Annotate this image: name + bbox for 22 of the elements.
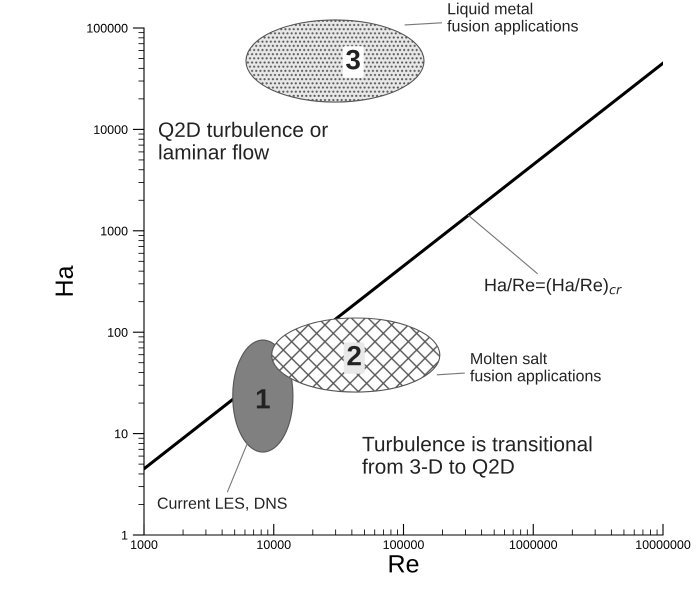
y-tick-label: 10000 [94, 125, 128, 134]
y-tick-label: 10 [115, 429, 128, 438]
annotation: Molten salt fusion applications [470, 352, 601, 385]
y-tick-label: 100000 [87, 24, 128, 33]
y-tick-label: 1 [122, 530, 128, 540]
annotation: 3 [346, 50, 360, 70]
x-tick-label: 10000000 [636, 540, 690, 550]
annotation: Liquid metal fusion applications [447, 2, 578, 35]
y-tick-label: 1000 [101, 226, 128, 236]
x-tick-label: 10000 [257, 540, 291, 550]
annotation: Turbulence is transitional from 3-D to Q2D [362, 436, 592, 478]
x-tick-label: 100000 [384, 540, 424, 550]
x-tick-label: 1000 [131, 540, 158, 550]
annotation: 2 [347, 346, 361, 366]
x-axis-title: Re [390, 555, 418, 573]
annotation: Current LES, DNS [158, 498, 287, 511]
x-tick-label: 1000000 [510, 540, 558, 550]
annotation: 1 [256, 389, 270, 408]
y-axis-title: Ha [56, 266, 74, 296]
y-tick-label: 100 [108, 328, 128, 337]
annotation: Ha/Re=(Ha/Re)$_{cr}$ [485, 278, 622, 295]
annotation: Q2D turbulence or laminar flow [159, 122, 328, 160]
